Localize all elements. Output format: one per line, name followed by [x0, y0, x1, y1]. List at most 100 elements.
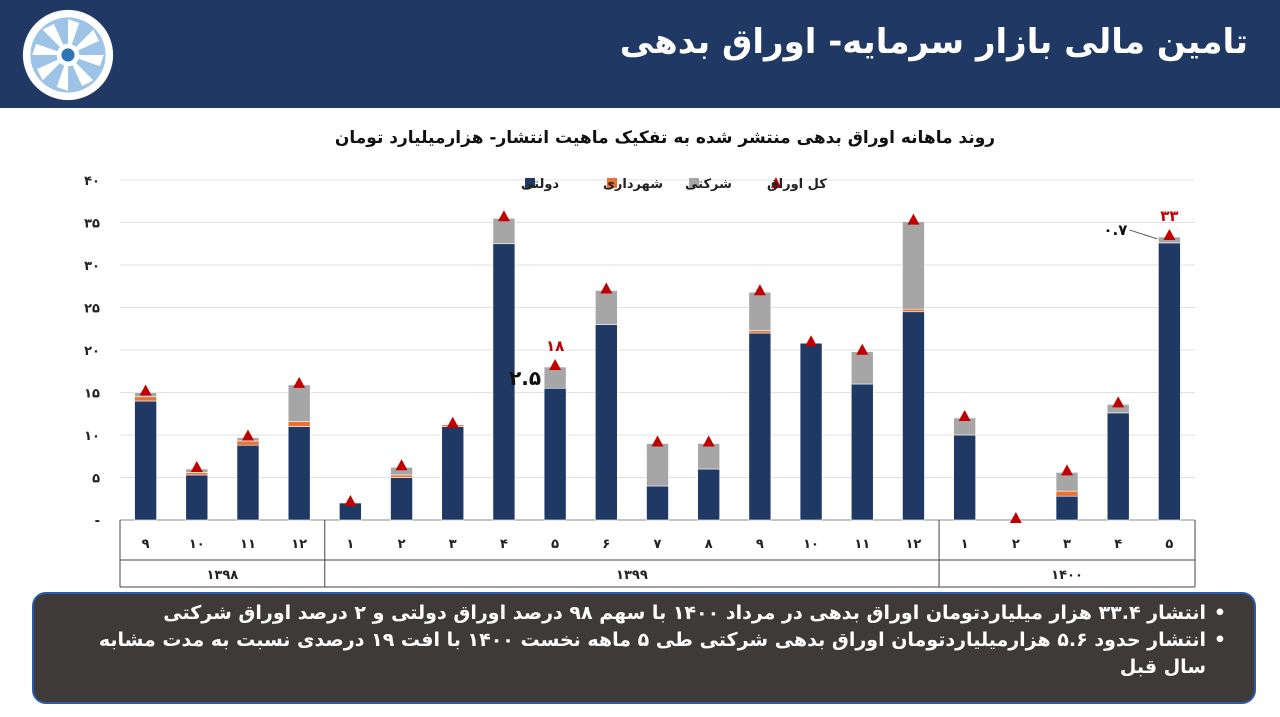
total-marker	[702, 435, 715, 447]
y-tick-label: -	[95, 514, 100, 529]
x-tick-label: ۷	[654, 537, 662, 552]
bar-segment	[646, 443, 669, 487]
bar-segment	[697, 468, 720, 521]
x-tick-label: ۱۰	[803, 537, 819, 552]
bar-segment	[697, 443, 720, 470]
bar-segment	[902, 308, 925, 313]
legend-label: شهرداری	[603, 177, 663, 192]
total-marker	[293, 376, 306, 388]
legend-label: کل اوراق	[767, 177, 827, 192]
x-tick-label: ۳	[449, 537, 457, 552]
x-tick-label: ۳	[1063, 537, 1071, 552]
legend-swatch	[771, 177, 781, 188]
bar-segment	[390, 474, 413, 478]
bar-segment	[1158, 242, 1181, 521]
segment-value-label: ۰.۷	[1103, 221, 1127, 239]
year-group-label: ۱۳۹۸	[207, 568, 239, 583]
bar-segment	[646, 485, 669, 521]
x-tick-label: ۹	[756, 537, 764, 552]
total-marker	[1061, 464, 1074, 476]
total-marker	[549, 359, 562, 370]
x-tick-label: ۱۲	[906, 537, 922, 552]
bar-segment	[595, 324, 618, 521]
chart-title: روند ماهانه اوراق بدهی منتشر شده به تفکی…	[334, 128, 996, 148]
bar-segment	[287, 421, 311, 427]
total-marker	[753, 284, 766, 296]
y-tick-label: ۲۰	[84, 344, 100, 359]
y-tick-label: ۵	[92, 472, 100, 487]
year-group-label: ۱۳۹۹	[616, 568, 648, 583]
bar-segment	[748, 291, 772, 331]
total-marker	[805, 335, 818, 347]
legend-label: شرکتی	[685, 177, 732, 192]
bar-segment	[748, 332, 772, 521]
total-marker	[344, 495, 357, 506]
bar-segment	[595, 290, 618, 325]
note-item: انتشار ۳۳.۴ هزار میلیاردتومان اوراق بدهی…	[64, 600, 1226, 627]
total-marker	[139, 384, 152, 396]
y-tick-label: ۳۵	[84, 217, 100, 232]
total-marker	[395, 459, 408, 471]
bar-segment	[902, 221, 925, 310]
x-tick-label: ۱	[346, 537, 354, 552]
bar-segment	[287, 384, 311, 422]
x-tick-label: ۱۱	[240, 537, 256, 552]
bar-segment	[1055, 490, 1079, 497]
x-tick-label: ۱۱	[854, 537, 870, 552]
bar-segment	[799, 342, 823, 521]
bar-segment	[185, 474, 209, 521]
total-value-label: ۳۳	[1160, 207, 1178, 225]
total-marker	[1163, 228, 1176, 240]
total-marker	[446, 416, 459, 428]
note-item: انتشار حدود ۵.۶ هزارمیلیاردتومان اوراق ب…	[64, 627, 1226, 681]
total-marker	[1009, 512, 1022, 523]
y-tick-label: ۲۵	[84, 302, 100, 317]
logo-icon	[22, 9, 114, 101]
total-marker	[600, 282, 613, 294]
x-tick-label: ۴	[500, 537, 508, 552]
x-tick-label: ۴	[1114, 537, 1122, 552]
bar-segment	[236, 440, 260, 446]
year-group-label: ۱۴۰۰	[1051, 568, 1083, 583]
bar-segment	[748, 330, 772, 334]
bar-segment	[850, 383, 874, 521]
x-tick-label: ۱۰	[189, 537, 205, 552]
total-marker	[241, 429, 254, 441]
total-marker	[958, 410, 971, 421]
x-tick-label: ۲	[1012, 537, 1020, 552]
bar-segment	[1106, 412, 1130, 521]
legend-swatch	[689, 178, 699, 188]
x-tick-label: ۱	[961, 537, 969, 552]
bar-segment	[543, 366, 567, 389]
bar-segment	[902, 311, 925, 521]
bar-segment	[543, 387, 567, 521]
total-value-label: ۱۸	[546, 337, 564, 355]
header-bar: تامین مالی بازار سرمایه- اوراق بدهی	[0, 0, 1280, 108]
x-tick-label: ۶	[602, 537, 610, 552]
bar-segment	[287, 426, 311, 521]
page-title: تامین مالی بازار سرمایه- اوراق بدهی	[619, 22, 1248, 62]
x-tick-label: ۵	[551, 537, 559, 552]
bar-segment	[390, 477, 413, 521]
x-tick-label: ۸	[705, 537, 713, 552]
bar-segment	[1055, 495, 1079, 521]
annotation-leader	[1129, 229, 1158, 240]
total-marker	[651, 435, 664, 447]
bar-segment	[850, 351, 874, 385]
notes-box: انتشار ۳۳.۴ هزار میلیاردتومان اوراق بدهی…	[32, 592, 1256, 704]
total-marker	[907, 213, 920, 225]
bar-segment	[236, 444, 260, 521]
legend-label: دولتی	[521, 177, 559, 192]
y-tick-label: ۳۰	[84, 259, 100, 274]
x-tick-label: ۵	[1165, 537, 1173, 552]
bar-segment	[953, 434, 976, 521]
legend-swatch	[525, 178, 535, 188]
segment-value-label: ۲.۵	[509, 366, 541, 390]
bar-segment	[185, 472, 209, 476]
bar-segment	[441, 426, 465, 521]
total-marker	[497, 210, 510, 222]
bar-segment	[134, 396, 157, 402]
y-tick-label: ۴۰	[84, 174, 100, 189]
total-marker	[190, 461, 203, 472]
